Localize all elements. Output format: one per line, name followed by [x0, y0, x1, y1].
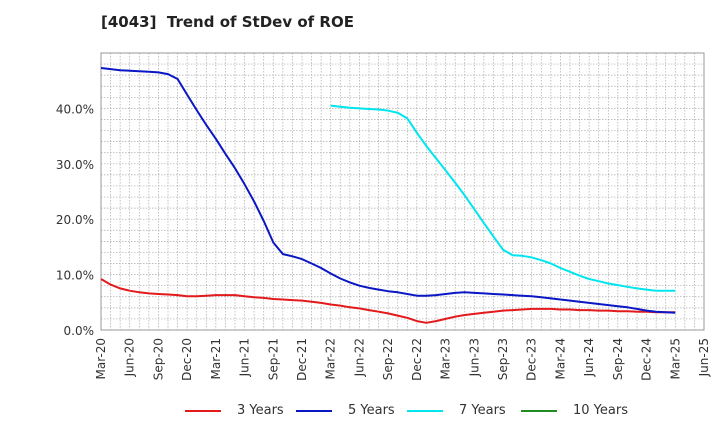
grid — [101, 53, 704, 330]
x-tick-label: Dec-20 — [180, 338, 194, 381]
legend-item-3-years: 3 Years — [185, 403, 284, 418]
x-tick-label: Jun-25 — [697, 338, 711, 377]
x-tick-label: Mar-21 — [209, 338, 223, 379]
x-tick-label: Mar-20 — [94, 338, 108, 379]
series-line-3-years — [100, 278, 676, 324]
legend-label: 5 Years — [348, 403, 395, 418]
x-tick-label: Jun-22 — [352, 338, 366, 377]
y-tick-label: 20.0% — [56, 213, 94, 227]
y-tick-label: 30.0% — [56, 158, 94, 172]
series-line-7-years — [330, 104, 676, 292]
legend: 3 Years 5 Years 7 Years 10 Years — [0, 403, 720, 423]
chart-title: [4043] Trend of StDev of ROE — [101, 13, 354, 31]
legend-swatch — [185, 409, 221, 412]
x-tick-label: Mar-22 — [324, 338, 338, 379]
y-tick-label: 40.0% — [56, 102, 94, 116]
x-tick-label: Jun-23 — [467, 338, 481, 377]
legend-label: 7 Years — [459, 403, 506, 418]
y-tick-label: 0.0% — [64, 324, 95, 338]
legend-label: 10 Years — [573, 403, 628, 418]
x-tick-label: Jun-20 — [123, 338, 137, 377]
x-tick-label: Sep-24 — [611, 338, 625, 380]
x-tick-label: Sep-21 — [266, 338, 280, 380]
legend-label: 3 Years — [237, 403, 284, 418]
legend-swatch — [296, 409, 332, 412]
x-tick-label: Dec-21 — [295, 338, 309, 381]
x-tick-label: Sep-20 — [151, 338, 165, 380]
x-tick-label: Sep-23 — [496, 338, 510, 380]
x-tick-label: Mar-25 — [668, 338, 682, 379]
x-tick-label: Mar-23 — [439, 338, 453, 379]
y-tick-label: 10.0% — [56, 269, 94, 283]
x-tick-label: Mar-24 — [553, 338, 567, 379]
x-tick-label: Jun-24 — [582, 338, 596, 377]
series-lines — [100, 67, 676, 324]
x-tick-label: Sep-22 — [381, 338, 395, 380]
x-tick-label: Dec-23 — [525, 338, 539, 381]
x-axis: Mar-20 Jun-20 Sep-20 Dec-20 Mar-21 Jun-21 Sep-… — [94, 338, 711, 381]
legend-item-7-years: 7 Years — [407, 403, 506, 418]
x-tick-label: Dec-24 — [640, 338, 654, 381]
series-line-5-years — [100, 67, 676, 314]
legend-swatch — [521, 409, 557, 412]
x-tick-label: Dec-22 — [410, 338, 424, 381]
legend-item-10-years: 10 Years — [521, 403, 628, 418]
x-tick-label: Jun-21 — [238, 338, 252, 377]
plot-area-border — [100, 52, 705, 331]
y-axis: 0.0% 10.0% 20.0% 30.0% 40.0% — [56, 102, 94, 338]
legend-swatch — [407, 409, 443, 412]
legend-item-5-years: 5 Years — [296, 403, 395, 418]
